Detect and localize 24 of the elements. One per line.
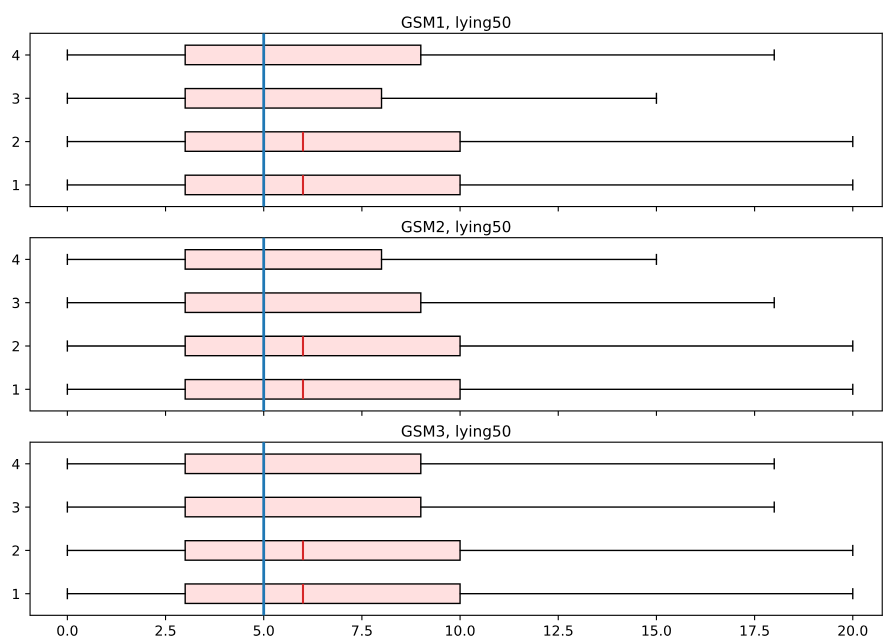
x-tick-label: 7.5 <box>352 626 372 636</box>
x-tick-label: 15.0 <box>642 625 671 636</box>
y-tick-label: 3 <box>12 93 20 104</box>
y-tick-label: 2 <box>12 136 19 147</box>
y-tick-label: 3 <box>12 298 20 308</box>
chart-title: GSM3, lying50 <box>402 424 510 440</box>
y-tick-label: 1 <box>13 180 20 190</box>
chart-title: GSM1, lying50 <box>402 16 510 31</box>
y-tick-label: 2 <box>12 340 19 352</box>
x-tick-label: 10.0 <box>446 625 475 636</box>
x-tick-label: 0.0 <box>57 625 78 636</box>
x-tick-label: 12.5 <box>544 625 572 636</box>
chart-title: GSM2, lying50 <box>402 220 510 236</box>
y-tick-label: 4 <box>12 458 20 470</box>
y-tick-label: 1 <box>13 588 20 599</box>
x-tick-label: 17.5 <box>740 626 769 636</box>
x-tick-label: 5.0 <box>254 625 274 636</box>
y-tick-label: 4 <box>12 254 20 265</box>
y-tick-label: 3 <box>12 502 20 513</box>
y-tick-label: 2 <box>12 545 19 556</box>
x-tick-label: 20.0 <box>838 625 868 636</box>
y-tick-label: 1 <box>13 384 20 395</box>
y-tick-label: 4 <box>12 50 20 60</box>
x-tick-label: 2.5 <box>156 625 176 636</box>
